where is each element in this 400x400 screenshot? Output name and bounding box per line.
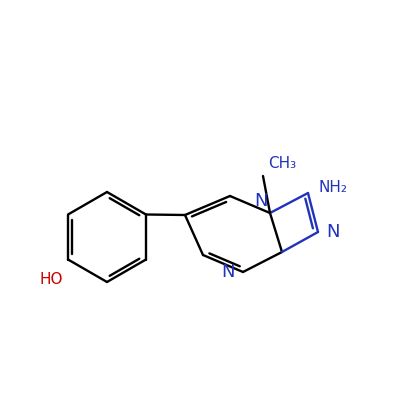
Text: NH₂: NH₂ — [318, 180, 347, 196]
Text: N: N — [254, 192, 268, 210]
Text: CH₃: CH₃ — [268, 156, 296, 171]
Text: HO: HO — [40, 272, 63, 286]
Text: N: N — [222, 263, 235, 281]
Text: N: N — [326, 223, 340, 241]
